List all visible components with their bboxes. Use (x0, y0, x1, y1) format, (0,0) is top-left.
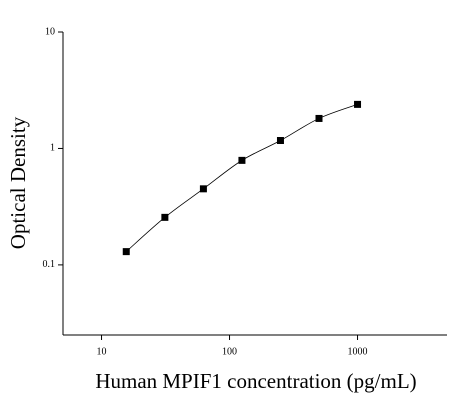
data-point (161, 213, 169, 221)
y-tick-label: 0.1 (43, 259, 56, 270)
x-axis-title: Human MPIF1 concentration (pg/mL) (95, 369, 416, 393)
data-point (276, 137, 284, 145)
data-point (199, 185, 207, 193)
x-tick-label: 10 (97, 346, 107, 357)
x-tick-label: 1000 (348, 346, 368, 357)
y-tick-label: 1 (50, 143, 55, 154)
data-point (315, 114, 323, 122)
data-point (354, 100, 362, 108)
y-axis-title: Optical Density (6, 116, 30, 249)
y-tick-label: 10 (45, 26, 55, 37)
data-point (122, 248, 130, 256)
x-tick-label: 100 (222, 346, 237, 357)
data-point (238, 156, 246, 164)
fit-curve (125, 104, 358, 252)
